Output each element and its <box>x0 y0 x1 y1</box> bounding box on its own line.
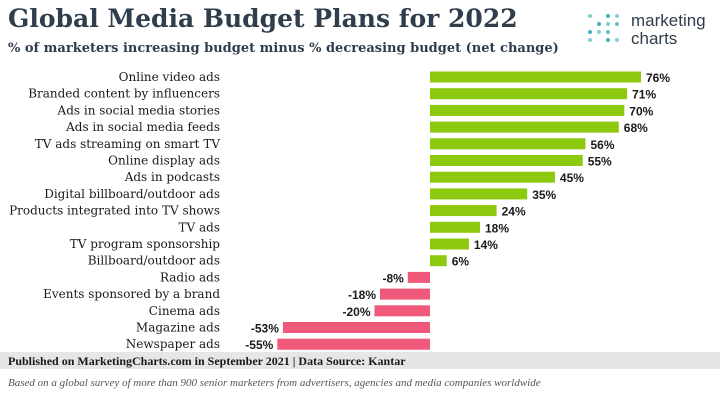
category-label: Online video ads <box>119 70 220 84</box>
logo-dot <box>606 38 610 42</box>
value-label: 76% <box>646 71 670 85</box>
bar <box>374 305 430 317</box>
value-label: -20% <box>342 305 370 319</box>
value-label: -18% <box>348 288 376 302</box>
category-label: Branded content by influencers <box>28 87 220 101</box>
bar <box>430 205 497 217</box>
logo-dot <box>597 22 601 26</box>
logo-dot <box>606 22 610 26</box>
value-label: 70% <box>629 104 653 118</box>
category-label: Cinema ads <box>149 304 220 318</box>
category-label: Ads in social media feeds <box>65 120 220 134</box>
category-label: Online display ads <box>108 154 220 168</box>
bar <box>277 338 430 350</box>
bar <box>430 138 586 150</box>
value-label: 68% <box>624 121 648 135</box>
value-label: 71% <box>632 88 656 102</box>
logo-dot <box>606 30 610 34</box>
bar <box>430 121 619 133</box>
value-label: 56% <box>591 138 615 152</box>
value-label: 24% <box>502 205 526 219</box>
footer-bar: Published on MarketingCharts.com in Sept… <box>0 352 720 369</box>
marketingcharts-logo: marketing charts <box>584 12 714 48</box>
bar <box>430 188 528 200</box>
bar <box>407 271 430 283</box>
logo-dot <box>588 38 592 42</box>
category-label: TV ads <box>179 220 220 234</box>
logo-dot <box>588 30 592 34</box>
value-label: 6% <box>452 255 470 269</box>
bar <box>380 288 430 300</box>
category-label: Radio ads <box>160 270 220 284</box>
category-label: Magazine ads <box>136 321 220 335</box>
logo-dot <box>597 30 601 34</box>
chart-title: Global Media Budget Plans for 2022 <box>8 4 518 33</box>
bar <box>430 238 469 250</box>
category-label: Digital billboard/outdoor ads <box>44 187 220 201</box>
bar <box>430 88 628 100</box>
category-label: Products integrated into TV shows <box>9 204 220 218</box>
category-label: TV ads streaming on smart TV <box>35 137 221 151</box>
bar <box>282 322 430 333</box>
value-label: -53% <box>251 322 279 336</box>
value-label: -55% <box>245 338 273 352</box>
value-label: 14% <box>474 238 498 252</box>
value-label: 55% <box>588 155 612 169</box>
logo-line-1: marketing <box>631 11 706 30</box>
survey-note: Based on a global survey of more than 90… <box>8 377 541 389</box>
category-label: TV program sponsorship <box>70 237 221 251</box>
logo-dot <box>615 14 619 18</box>
logo-dot <box>606 14 610 18</box>
category-label: Ads in social media stories <box>57 103 220 117</box>
source-line: Published on MarketingCharts.com in Sept… <box>8 354 406 368</box>
value-label: 18% <box>485 221 509 235</box>
value-label: 35% <box>532 188 556 202</box>
bar <box>430 71 641 83</box>
category-label: Billboard/outdoor ads <box>88 254 220 268</box>
bar <box>430 171 555 183</box>
bar <box>430 155 583 166</box>
logo-dot <box>615 22 619 26</box>
bar <box>430 221 480 233</box>
logo-text: marketing charts <box>631 12 706 48</box>
logo-line-2: charts <box>631 29 678 48</box>
bar <box>430 255 447 267</box>
category-label: Events sponsored by a brand <box>43 287 220 301</box>
logo-dot <box>588 14 592 18</box>
chart-subtitle: % of marketers increasing budget minus %… <box>8 41 559 56</box>
logo-dot <box>615 38 619 42</box>
bar <box>430 104 625 116</box>
category-label: Newspaper ads <box>126 337 220 351</box>
category-label: Ads in podcasts <box>124 170 220 184</box>
value-label: 45% <box>560 171 584 185</box>
value-label: -8% <box>382 271 404 285</box>
bar-chart: Online video ads 76% Branded content by in… <box>9 70 670 352</box>
